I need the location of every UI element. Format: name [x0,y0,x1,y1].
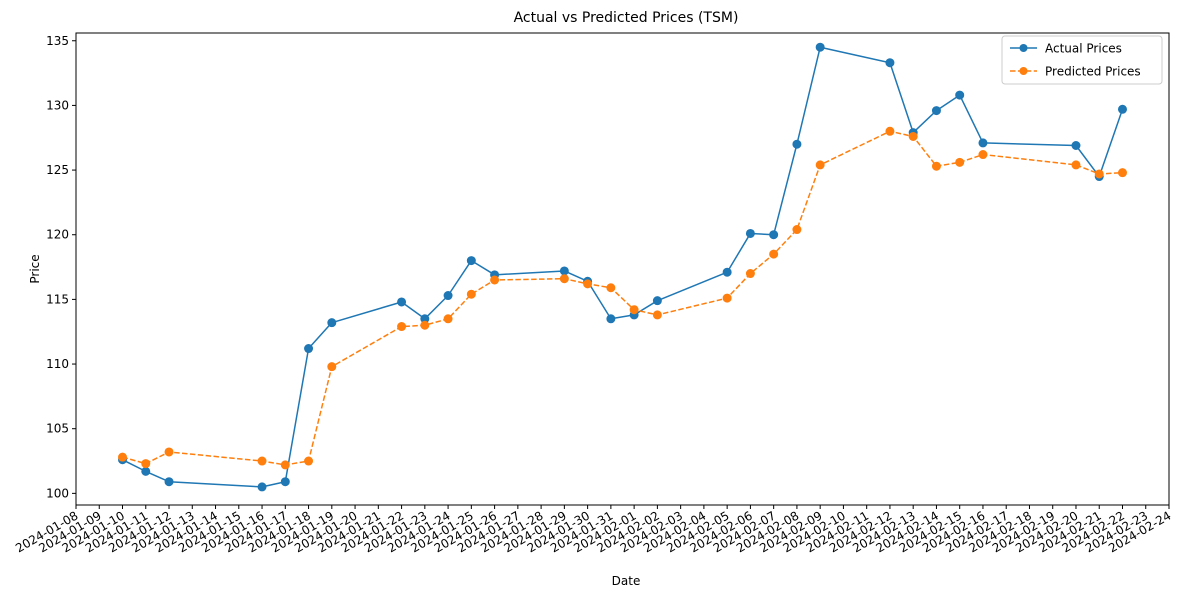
legend-box [1001,35,1163,85]
data-point [420,320,430,330]
data-point [304,344,314,354]
data-point [257,456,267,466]
data-point [955,90,965,100]
data-point [141,466,151,476]
data-point [559,274,569,284]
data-point [559,266,569,276]
data-point [280,460,290,470]
data-point [908,131,918,141]
data-point [327,318,337,328]
data-point [1071,160,1081,170]
data-point [466,289,476,299]
data-point [792,139,802,149]
data-point [583,279,593,289]
data-point [1117,168,1127,178]
data-point [931,106,941,116]
data-point [745,269,755,279]
chart-title: Actual vs Predicted Prices (TSM) [514,10,739,26]
data-point [164,477,174,487]
series-line-predicted [122,130,1123,466]
data-point [769,249,779,259]
data-point [722,293,732,303]
y-tick-label: 115 [46,292,69,306]
data-point [141,459,151,469]
data-point [327,362,337,372]
data-point [490,275,500,285]
data-point [769,230,779,240]
data-point [931,161,941,171]
data-point [164,447,174,457]
data-point [606,283,616,293]
y-tick-label: 100 [46,486,69,500]
data-point [955,157,965,167]
y-tick-label: 130 [46,98,69,112]
data-point [1117,104,1127,114]
series-line-actual [122,46,1124,488]
data-point [792,225,802,235]
data-point [397,322,407,332]
plot-area: 1001051101151201251301352024-01-082024-0… [13,32,1174,555]
data-point [397,297,407,307]
data-point [652,296,662,306]
legend-label-predicted: Predicted Prices [1045,65,1141,79]
data-point [304,456,314,466]
data-point [978,150,988,160]
data-point [652,310,662,320]
data-point [885,58,895,68]
data-point [1071,141,1081,151]
data-point [815,160,825,170]
legend-marker-actual [1019,44,1028,52]
legend-marker-predicted [1019,67,1028,75]
data-point [722,267,732,277]
data-point [978,138,988,148]
data-point [257,482,267,492]
data-point [629,305,639,315]
legend-label-actual: Actual Prices [1045,42,1122,56]
y-tick-label: 135 [46,34,69,48]
data-point [606,314,616,324]
y-tick-label: 105 [46,422,69,436]
data-point [443,314,453,324]
data-point [466,256,476,266]
data-point [118,452,128,462]
data-point [443,291,453,301]
y-tick-label: 120 [46,228,69,242]
data-point [280,477,290,487]
x-axis-label: Date [612,574,641,588]
data-point [885,126,895,136]
data-point [745,228,755,238]
y-axis-label: Price [28,254,42,283]
data-point [815,42,825,52]
plot-frame [75,32,1170,506]
legend: Actual Prices Predicted Prices [1001,35,1163,85]
y-tick-label: 125 [46,163,69,177]
y-tick-label: 110 [46,357,69,371]
data-point [1094,169,1104,179]
